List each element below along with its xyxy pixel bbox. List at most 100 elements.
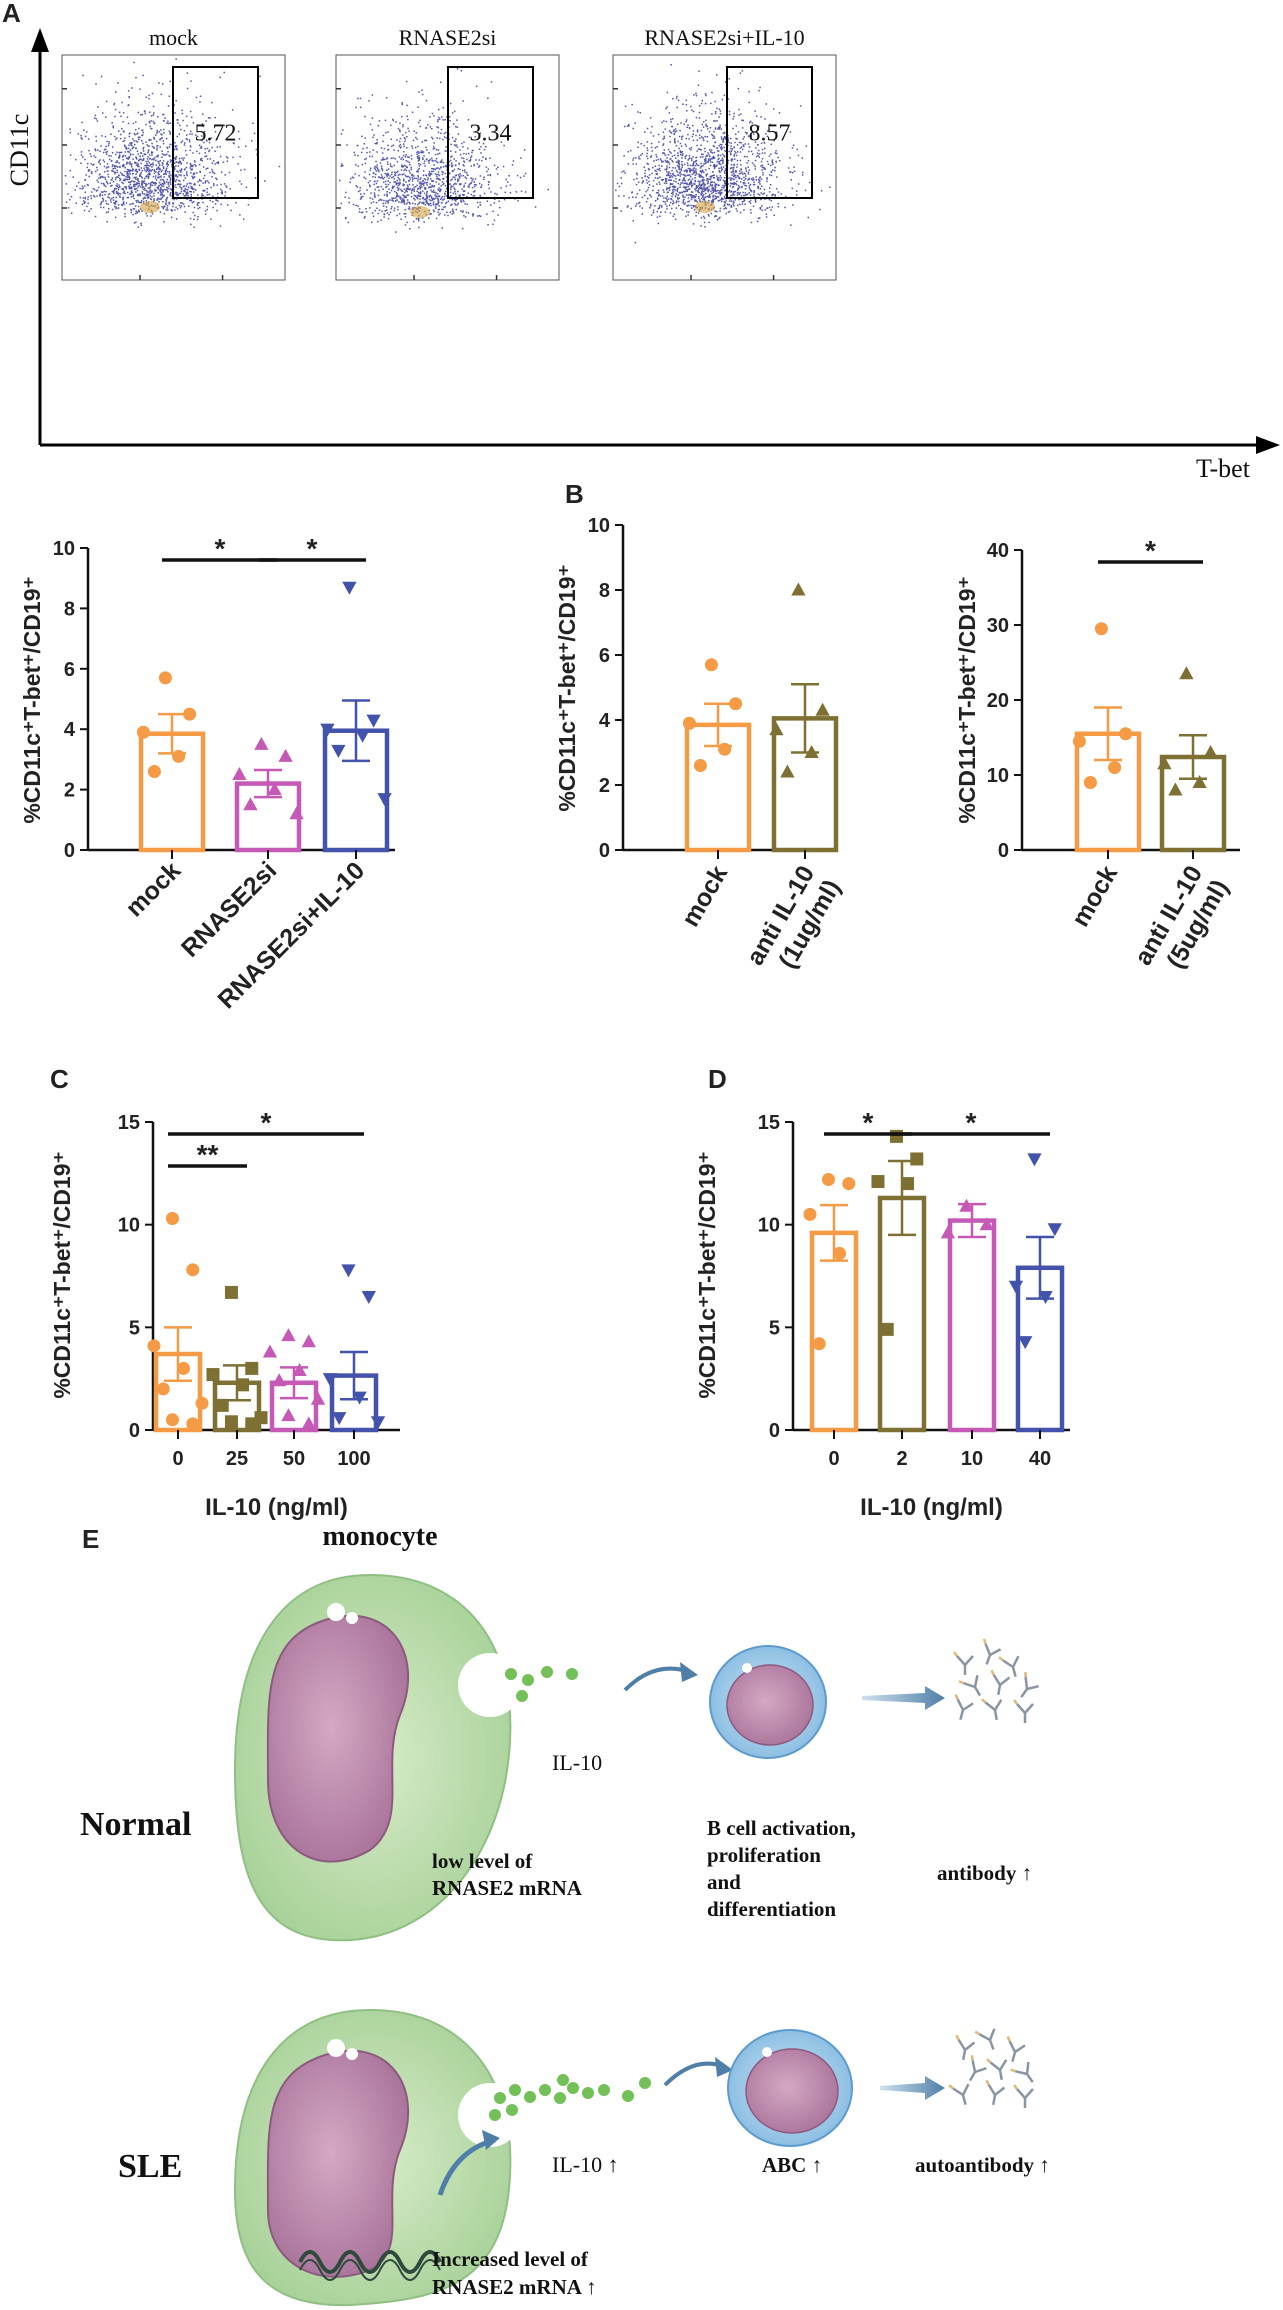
data-point [780, 764, 795, 778]
x-tick-label: 50 [283, 1448, 305, 1470]
antibody-normal-label: antibody ↑ [937, 1861, 1032, 1885]
antibody-tip [1013, 1699, 1018, 1705]
significance-label: * [863, 1107, 874, 1138]
data-point [172, 749, 186, 763]
x-tick-label: RNASE2si+IL-10 [212, 856, 370, 1014]
data-point [301, 1334, 316, 1348]
y-tick-label: 2 [64, 780, 75, 802]
data-point [791, 582, 806, 596]
panel-letter-d: D [708, 1064, 727, 1094]
flow-plot-frame [335, 54, 560, 281]
data-point [842, 1177, 856, 1191]
data-point [165, 1413, 179, 1427]
data-point [1027, 1153, 1042, 1167]
arrow-to-antibody-sle [880, 2076, 945, 2100]
data-point [361, 1291, 376, 1305]
antibody-icon [1006, 2036, 1026, 2062]
antibody-tip [974, 2030, 981, 2036]
chart-c: 0 5 10 15 %CD11c⁺T-bet⁺/CD19⁺ 0 25 50 100 IL-10 (… [49, 1107, 400, 1521]
data-point [959, 1198, 974, 1212]
flow-plot-title: RNASE2si [399, 25, 497, 50]
y-tick-label: 15 [758, 1112, 780, 1134]
antibody-shape [963, 1674, 982, 1697]
data-point [889, 1129, 903, 1143]
antibody-tip [953, 1651, 958, 1657]
antibody-shape [1016, 1703, 1034, 1723]
y-tick-label: 0 [599, 840, 610, 862]
flow-gate [172, 66, 259, 199]
bcell-normal-line4: differentiation [707, 1897, 836, 1921]
data-point [206, 1368, 220, 1382]
data-point [278, 748, 293, 762]
antibody-tip [1010, 2068, 1016, 2073]
arrow-to-bcell-normal [623, 1666, 691, 1692]
antibody-shape [1016, 2088, 1034, 2108]
mrna-strand [298, 2250, 442, 2274]
antibody-shape [1020, 1676, 1040, 1698]
rnase-normal-line2: RNASE2 mRNA [432, 1876, 583, 1900]
x-tick-label: mock [1066, 861, 1123, 932]
antibody-icon [953, 1651, 974, 1675]
monocyte-cell-sle [233, 2008, 522, 2307]
y-tick-label: 15 [118, 1112, 140, 1134]
antibody-icon [985, 2079, 1006, 2106]
antibody-icon [982, 1638, 1002, 1665]
significance-label: * [307, 533, 318, 564]
y-tick-label: 20 [987, 690, 1009, 712]
data-point [812, 1337, 826, 1351]
data-point [1083, 776, 1097, 789]
x-axis-label-tbet: T-bet [1196, 454, 1251, 483]
il10-normal-label: IL-10 [552, 1750, 602, 1775]
data-point [331, 744, 346, 758]
data-point [322, 1373, 338, 1387]
antibody-icon [1013, 2084, 1034, 2108]
data-point [183, 707, 197, 721]
abc-label: ABC ↑ [762, 2153, 822, 2177]
data-point [1168, 782, 1183, 796]
antibody-shape [952, 2083, 970, 2105]
antibody-shape [957, 2039, 976, 2061]
antibody-icon [1010, 2061, 1034, 2083]
y-tick-label: 0 [129, 1420, 140, 1442]
antibody-tip [985, 2079, 990, 2086]
antibody-shape [984, 1699, 1003, 1721]
data-point [1119, 727, 1133, 741]
data-point [177, 1361, 191, 1375]
data-point [1094, 622, 1108, 636]
antibody-shape [984, 1643, 1002, 1665]
y-axis-label: %CD11c⁺T-bet⁺/CD19⁺ [954, 576, 980, 823]
il10-dots-normal [505, 1666, 578, 1702]
data-point [901, 1177, 915, 1191]
antibody-tip [981, 1698, 987, 1704]
antibody-icon [948, 2083, 970, 2105]
data-point [1072, 734, 1086, 748]
y-axis-label-cd11c: CD11c [5, 114, 34, 187]
antibody-shape [968, 2059, 987, 2082]
y-tick-label: 40 [987, 540, 1009, 562]
data-point [243, 797, 258, 811]
flow-plot-title: mock [149, 25, 198, 50]
data-point [232, 767, 247, 781]
bcell-normal-line2: proliferation [707, 1843, 821, 1867]
panel-letter-b: B [565, 479, 584, 509]
data-point [320, 723, 335, 737]
data-point [245, 1361, 259, 1375]
data-point [880, 1322, 894, 1336]
data-point [289, 806, 304, 820]
flow-plot-3: RNASE2si+IL-10 8.57 [612, 25, 837, 281]
antibody-tip [954, 1694, 959, 1700]
data-point [186, 1263, 200, 1277]
x-axis-label: IL-10 (ng/ml) [860, 1494, 1003, 1521]
antibody-icon [1013, 1699, 1034, 1723]
y-axis-label: %CD11c⁺T-bet⁺/CD19⁺ [554, 564, 580, 811]
monocyte-cell-normal [233, 1573, 522, 1942]
data-point [704, 658, 718, 672]
x-tick-label: 10 [961, 1448, 983, 1470]
flow-density-core [695, 201, 715, 213]
data-point [281, 1328, 296, 1342]
antibody-icon [998, 1655, 1020, 1677]
data-point [1047, 1223, 1062, 1237]
x-tick-label: 40 [1029, 1448, 1051, 1470]
